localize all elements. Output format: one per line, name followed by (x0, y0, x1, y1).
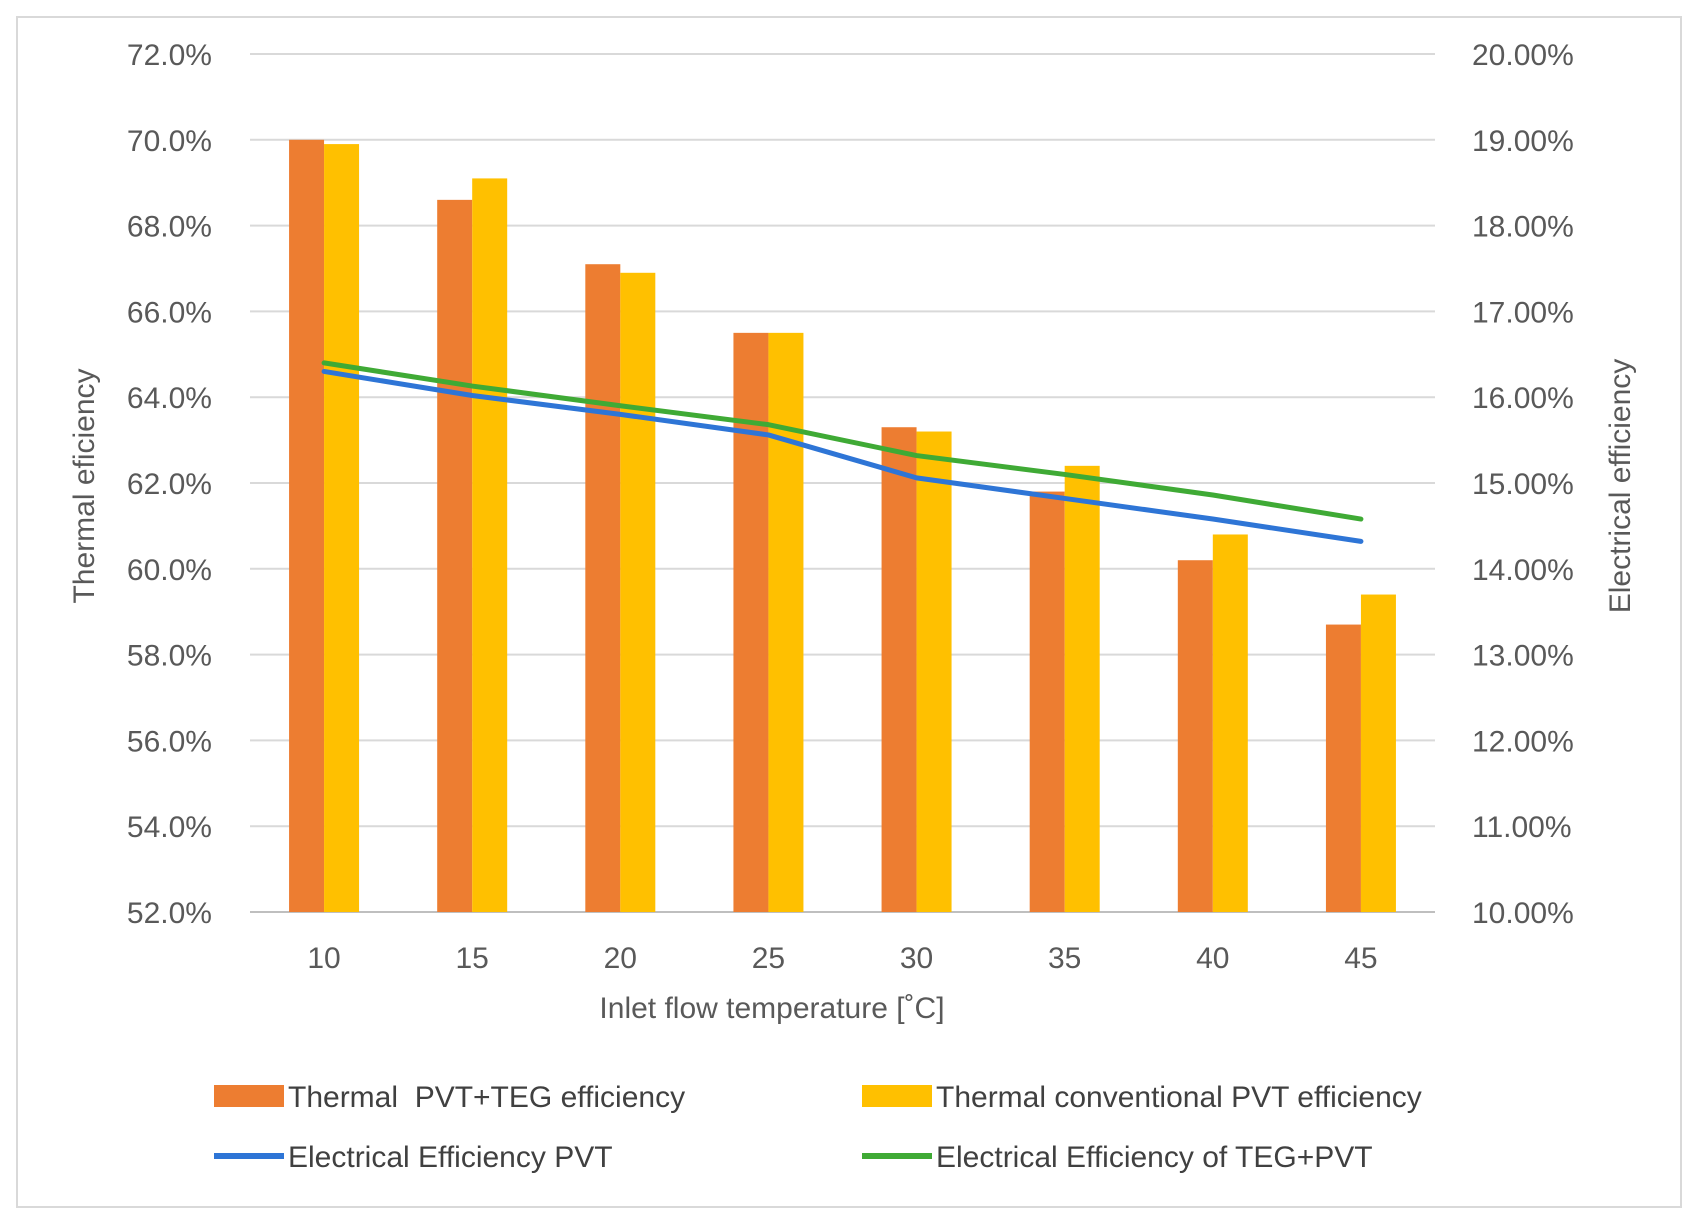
y-tick-label: 56.0% (127, 725, 212, 758)
bar (437, 199, 473, 913)
bar (1064, 465, 1100, 912)
y2-tick-label: 13.00% (1472, 640, 1574, 673)
bar (1029, 491, 1065, 912)
y-axis-right-ticks: 10.00% 11.00% 12.00% 13.00% 14.00% 15.00% 16.0… (1472, 39, 1574, 930)
series-line (321, 368, 1364, 544)
x-tick-label: 10 (307, 942, 340, 975)
gridlines (250, 53, 1435, 913)
y-tick-label: 66.0% (127, 296, 212, 329)
series-line (321, 360, 1364, 522)
y2-tick-label: 14.00% (1472, 554, 1574, 587)
y2-tick-label: 17.00% (1472, 296, 1574, 329)
y-tick-label: 70.0% (127, 125, 212, 158)
y2-tick-label: 16.00% (1472, 382, 1574, 415)
bar (620, 272, 656, 912)
bar (1212, 534, 1248, 912)
y-tick-label: 60.0% (127, 554, 212, 587)
y2-tick-label: 12.00% (1472, 725, 1574, 758)
y-tick-label: 58.0% (127, 640, 212, 673)
bar (881, 427, 917, 912)
x-tick-label: 15 (456, 942, 489, 975)
line-series (321, 360, 1364, 544)
x-axis-title: Inlet flow temperature [˚C] (599, 992, 944, 1025)
y-tick-label: 52.0% (127, 897, 212, 930)
x-tick-label: 40 (1196, 942, 1229, 975)
y-tick-label: 72.0% (127, 39, 212, 72)
y-axis-left-title: Thermal eficiency (68, 368, 101, 603)
legend: Thermal PVT+TEG efficiency Thermal conve… (214, 1081, 1422, 1174)
y-tick-label: 64.0% (127, 382, 212, 415)
bar (324, 144, 360, 913)
y-tick-label: 68.0% (127, 211, 212, 244)
legend-label-thermal-conventional: Thermal conventional PVT efficiency (936, 1081, 1422, 1114)
bar (916, 431, 952, 912)
x-tick-label: 30 (900, 942, 933, 975)
y2-tick-label: 15.00% (1472, 468, 1574, 501)
legend-label-electrical-teg-pvt: Electrical Efficiency of TEG+PVT (936, 1141, 1373, 1174)
bar (289, 139, 325, 913)
bar (768, 332, 804, 913)
legend-swatch-thermal-pvt-teg (214, 1085, 284, 1107)
legend-label-electrical-pvt: Electrical Efficiency PVT (288, 1141, 613, 1174)
bar (1177, 560, 1213, 912)
bar-series (289, 139, 1396, 913)
y2-tick-label: 11.00% (1472, 811, 1572, 844)
y2-tick-label: 18.00% (1472, 211, 1574, 244)
legend-label-thermal-pvt-teg: Thermal PVT+TEG efficiency (288, 1081, 685, 1114)
y2-tick-label: 10.00% (1472, 897, 1574, 930)
x-tick-label: 45 (1344, 942, 1377, 975)
bar (585, 264, 621, 913)
y2-tick-label: 20.00% (1472, 39, 1574, 72)
x-axis-ticks: 10 15 20 25 30 35 40 45 (307, 942, 1377, 975)
y-axis-left-ticks: 52.0% 54.0% 56.0% 58.0% 60.0% 62.0% 64.0% 66.0%… (127, 39, 212, 930)
x-tick-label: 35 (1048, 942, 1081, 975)
y-axis-right-title: Electrical efficiency (1604, 359, 1637, 614)
bar (1360, 594, 1396, 912)
y2-tick-label: 19.00% (1472, 125, 1574, 158)
x-tick-label: 20 (604, 942, 637, 975)
y-tick-label: 54.0% (127, 811, 212, 844)
bar (1325, 624, 1361, 912)
x-tick-label: 25 (752, 942, 785, 975)
y-tick-label: 62.0% (127, 468, 212, 501)
legend-swatch-thermal-conventional (862, 1085, 932, 1107)
bar (472, 178, 508, 912)
